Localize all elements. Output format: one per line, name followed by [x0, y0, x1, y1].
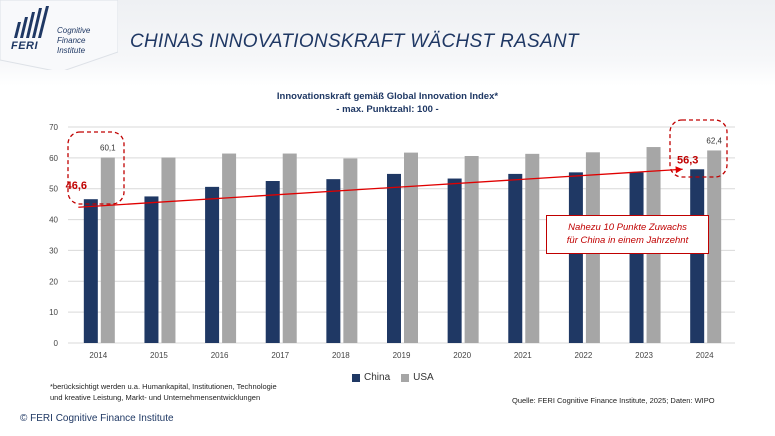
- x-tick-label: 2021: [514, 351, 532, 360]
- bar-usa: [707, 150, 722, 343]
- trend-arrow-line: [78, 168, 683, 208]
- x-tick-label: 2017: [271, 351, 289, 360]
- bar-usa: [525, 153, 540, 343]
- y-tick-label: 60: [49, 154, 58, 163]
- x-tick-label: 2020: [453, 351, 471, 360]
- x-tick-label: 2019: [393, 351, 411, 360]
- y-tick-label: 70: [49, 123, 58, 132]
- legend-label-usa: USA: [413, 372, 434, 383]
- chart-legend: China USA: [352, 372, 440, 383]
- bar-china: [629, 172, 644, 343]
- x-tick-label: 2018: [332, 351, 350, 360]
- header-band: [0, 0, 775, 86]
- bar-china: [568, 172, 583, 343]
- logo-sub-line-3: Institute: [57, 46, 86, 55]
- x-tick-label: 2014: [89, 351, 107, 360]
- x-tick-label: 2015: [150, 351, 168, 360]
- y-tick-label: 50: [49, 185, 58, 194]
- footnote-line-2: und kreative Leistung, Markt- und Untern…: [50, 393, 261, 402]
- logo-emblem-icon: [0, 0, 118, 70]
- bar-usa: [464, 156, 479, 343]
- data-label-usa: 62,4: [706, 136, 722, 145]
- y-tick-label: 20: [49, 277, 58, 286]
- bar-usa: [222, 153, 237, 343]
- legend-label-china: China: [364, 372, 391, 383]
- logo-sub-line-2: Finance: [57, 36, 86, 45]
- bar-usa: [282, 153, 297, 343]
- copyright: © FERI Cognitive Finance Institute: [20, 413, 174, 424]
- bar-usa: [343, 158, 358, 343]
- bar-china: [144, 196, 159, 343]
- bar-usa: [100, 157, 115, 343]
- annotation-line-1: Nahezu 10 Punkte Zuwachs: [568, 222, 687, 233]
- highlight-box-2014: [67, 131, 125, 205]
- y-tick-label: 10: [49, 308, 58, 317]
- legend-swatch-china: [352, 373, 360, 382]
- x-tick-label: 2022: [575, 351, 593, 360]
- bar-china: [83, 199, 98, 343]
- legend-swatch-usa: [401, 373, 410, 382]
- source-note: Quelle: FERI Cognitive Finance Institute…: [512, 396, 715, 405]
- y-tick-label: 40: [49, 216, 58, 225]
- x-tick-label: 2016: [211, 351, 229, 360]
- trend-arrowhead: [675, 166, 683, 174]
- legend-item-china: China: [352, 372, 390, 383]
- legend-item-usa: USA: [401, 372, 434, 383]
- bar-china: [205, 186, 220, 343]
- data-label-china: 56,3: [677, 154, 698, 166]
- bar-china: [690, 169, 705, 343]
- bar-usa: [404, 152, 418, 343]
- bar-china: [387, 173, 401, 343]
- y-tick-label: 30: [49, 246, 58, 255]
- logo-wordmark: FERI: [11, 40, 39, 52]
- logo-sub-line-1: Cognitive: [57, 26, 91, 35]
- bar-china: [265, 181, 280, 343]
- chart-subtitle: - max. Punktzahl: 100 -: [336, 104, 439, 115]
- x-tick-label: 2023: [635, 351, 653, 360]
- bar-china: [447, 178, 462, 343]
- highlight-box-2024: [669, 119, 728, 178]
- y-tick-label: 0: [54, 339, 59, 348]
- footnote-line-1: *berücksichtigt werden u.a. Humankapital…: [50, 382, 277, 391]
- annotation-callout: Nahezu 10 Punkte Zuwachs für China in ei…: [546, 215, 709, 254]
- x-tick-label: 2024: [696, 351, 714, 360]
- bar-usa: [161, 157, 176, 343]
- feri-logo: FERI Cognitive Finance Institute: [0, 0, 118, 70]
- data-label-usa: 60,1: [100, 144, 116, 153]
- page-title: CHINAS INNOVATIONSKRAFT WÄCHST RASANT: [130, 31, 579, 52]
- bar-china: [326, 179, 341, 343]
- chart-title: Innovationskraft gemäß Global Innovation…: [276, 91, 499, 102]
- data-label-china: 46,6: [66, 180, 87, 192]
- bar-china: [508, 173, 523, 343]
- footnote: *berücksichtigt werden u.a. Humankapital…: [50, 381, 320, 403]
- annotation-line-2: für China in einem Jahrzehnt: [566, 235, 689, 246]
